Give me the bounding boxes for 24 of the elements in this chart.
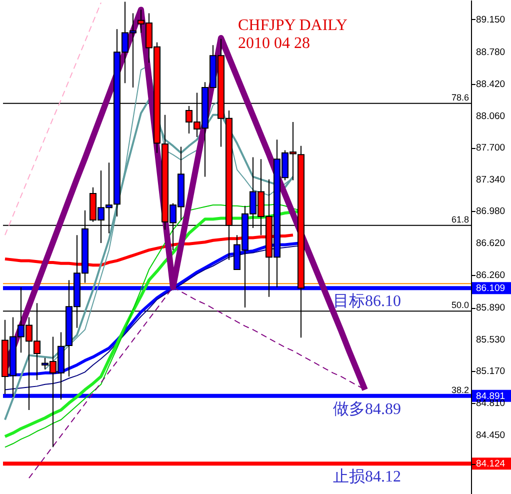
- text: 2010 04 28: [238, 35, 310, 52]
- y-tick-label: 85.890: [476, 302, 506, 314]
- ref-line-label: 止损84.12: [333, 468, 401, 486]
- annotation: 78.6: [451, 92, 469, 102]
- y-tick-label: 86.980: [476, 206, 506, 218]
- y-tick-label: 88.420: [476, 78, 506, 90]
- annotation: 50.0: [451, 300, 469, 310]
- y-tick-label: 88.060: [476, 110, 506, 122]
- y-tick-label: 85.170: [476, 366, 506, 378]
- y-tick-label: 87.700: [476, 142, 506, 154]
- y-tick-label: 84.450: [476, 430, 506, 441]
- y-tick-label: 88.780: [476, 47, 506, 58]
- y-tick-label: 86.109: [476, 283, 506, 294]
- ref-line-label: 做多84.89: [333, 400, 401, 418]
- ref-line-label: 目标86.10: [333, 293, 401, 310]
- annotation: 38.2: [451, 384, 469, 395]
- y-tick-label: 84.124: [476, 458, 506, 470]
- y-tick-label: 85.530: [476, 334, 506, 346]
- y-tick-label: 86.620: [476, 238, 506, 250]
- y-tick-label: 86.260: [476, 270, 506, 281]
- y-tick-label: 87.340: [476, 174, 506, 186]
- annotation: 61.8: [451, 214, 469, 224]
- text: CHFJPY DAILY: [238, 17, 348, 34]
- y-tick-label: 89.150: [476, 14, 506, 26]
